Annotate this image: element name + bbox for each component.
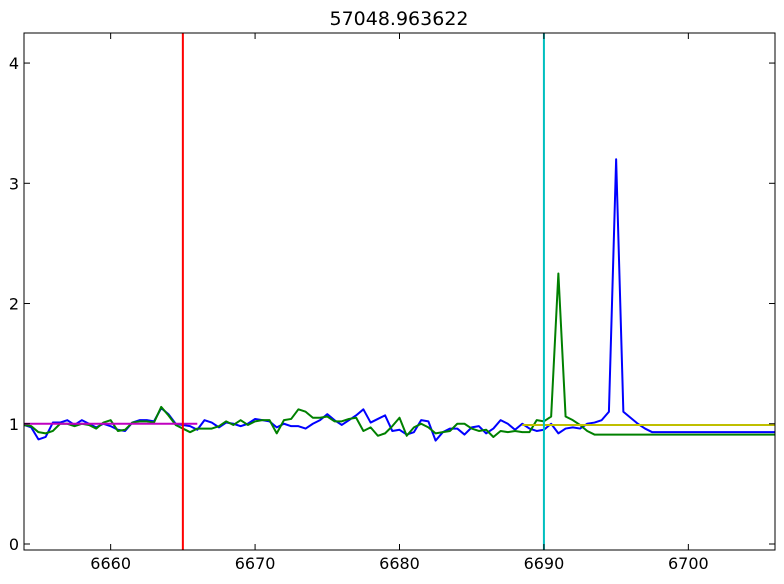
x-tick-label: 6690	[524, 554, 565, 573]
plot-area	[24, 33, 775, 550]
x-tick-label: 6680	[379, 554, 420, 573]
x-tick-label: 6660	[90, 554, 131, 573]
y-tick-label: 2	[9, 295, 19, 314]
y-tick-label: 1	[9, 415, 19, 434]
y-tick-label: 3	[9, 174, 19, 193]
chart-title: 57048.963622	[329, 8, 468, 30]
series-line-blue	[24, 158, 775, 442]
series-line-green	[24, 272, 775, 438]
y-tick-label: 4	[9, 54, 19, 73]
axes: 6660 6670 6680 6690 6700 0 1 2 3 4	[9, 32, 776, 573]
x-tick-label: 6700	[668, 554, 709, 573]
y-tick-label: 0	[9, 535, 19, 554]
x-tick-label: 6670	[235, 554, 276, 573]
